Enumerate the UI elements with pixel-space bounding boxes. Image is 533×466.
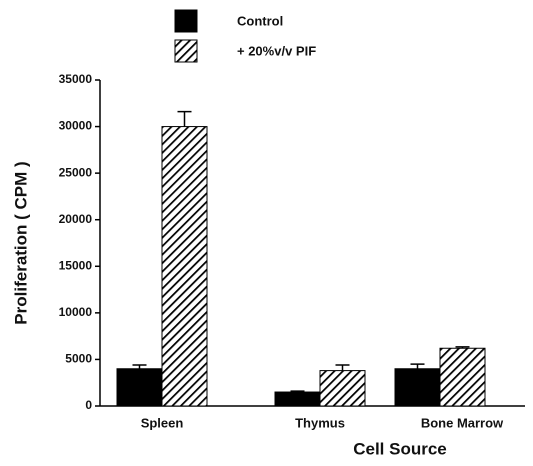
- y-tick-label: 5000: [65, 352, 92, 366]
- bar: [319, 370, 366, 407]
- error-bar: [410, 363, 425, 369]
- x-tick-label: Bone Marrow: [421, 415, 504, 430]
- y-tick-label: 25000: [59, 165, 93, 179]
- y-axis-title: Proliferation ( CPM ): [11, 161, 30, 324]
- bar: [161, 126, 208, 407]
- x-tick-label: Thymus: [295, 415, 345, 430]
- y-tick-label: 30000: [59, 119, 93, 133]
- error-bar: [177, 110, 192, 127]
- error-bar: [335, 364, 350, 371]
- legend-label: Control: [237, 13, 283, 28]
- error-bar: [132, 364, 147, 369]
- y-tick-label: 35000: [59, 72, 93, 86]
- y-tick-label: 10000: [59, 305, 93, 319]
- y-tick-label: 15000: [59, 258, 93, 272]
- bar: [439, 347, 486, 407]
- bar: [274, 391, 321, 407]
- legend-swatch: [174, 39, 198, 63]
- x-axis-title: Cell Source: [353, 439, 447, 458]
- bar: [116, 368, 163, 407]
- legend-label: + 20%v/v PIF: [237, 43, 316, 58]
- error-bar: [290, 390, 305, 393]
- y-tick-label: 20000: [59, 212, 93, 226]
- x-tick-label: Spleen: [141, 415, 184, 430]
- error-bar: [455, 346, 470, 349]
- bar: [394, 368, 441, 407]
- legend-swatch: [174, 9, 198, 33]
- y-tick-label: 0: [85, 398, 92, 412]
